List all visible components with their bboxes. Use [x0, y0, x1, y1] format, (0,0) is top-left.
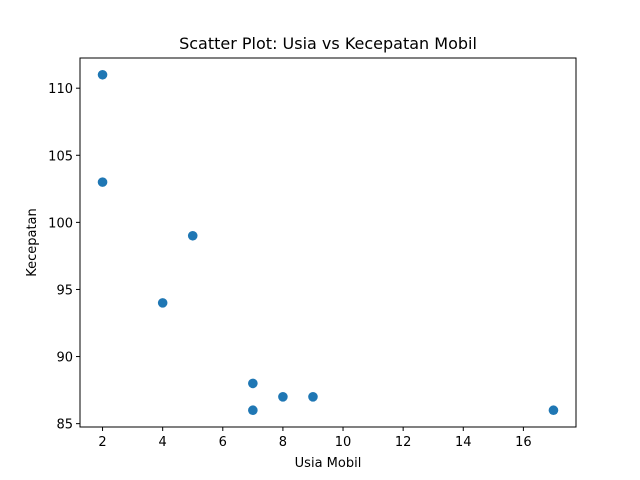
data-point-3	[157, 298, 168, 308]
y-tick-label-0: 85	[56, 418, 73, 433]
x-tick-label-4: 10	[335, 435, 352, 450]
y-tick-label-2: 95	[56, 283, 73, 298]
x-tick-label-7: 16	[515, 435, 532, 450]
y-tick-label-3: 100	[48, 216, 73, 231]
data-point-2	[187, 230, 198, 241]
y-axis-label: Kecepatan	[25, 208, 40, 277]
data-point-5	[248, 405, 258, 416]
y-axis: 85 90 95 100 105 110	[48, 82, 80, 433]
y-tick-label-4: 105	[48, 149, 73, 164]
plot-frame	[79, 57, 577, 428]
data-points	[97, 69, 559, 416]
x-tick-label-0: 2	[98, 435, 106, 450]
y-tick-label-5: 110	[48, 82, 73, 97]
x-axis-label: Usia Mobil	[295, 456, 362, 471]
x-tick-label-2: 6	[219, 435, 227, 450]
x-tick-label-1: 4	[159, 435, 167, 450]
data-point-1	[97, 177, 108, 187]
x-tick-label-3: 8	[279, 435, 287, 450]
data-point-8	[548, 405, 559, 416]
data-point-6	[278, 392, 288, 402]
data-point-0	[97, 69, 108, 80]
x-tick-label-6: 14	[455, 435, 472, 450]
data-point-4	[248, 378, 258, 389]
x-axis: 2 4 6 8 10 12 14 16	[98, 427, 532, 450]
x-tick-label-5: 12	[395, 435, 412, 450]
data-point-7	[308, 392, 318, 402]
chart-title: Scatter Plot: Usia vs Kecepatan Mobil	[179, 34, 477, 53]
y-tick-label-1: 90	[56, 351, 73, 366]
